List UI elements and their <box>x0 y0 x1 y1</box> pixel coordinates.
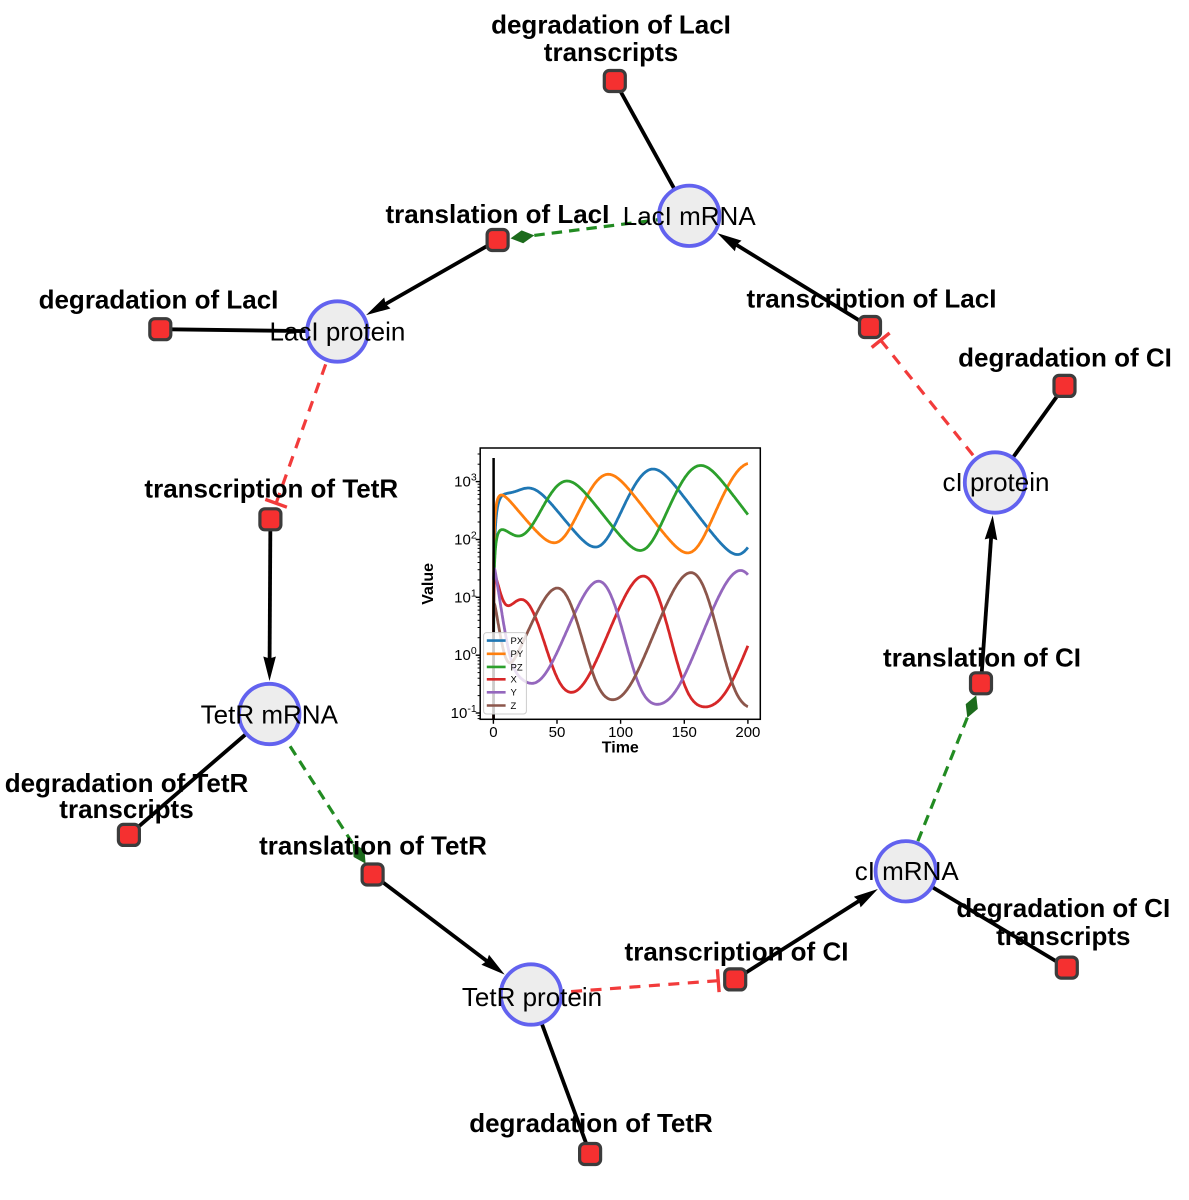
svg-text:degradation of LacI: degradation of LacI <box>39 285 279 315</box>
svg-text:translation of LacI: translation of LacI <box>385 199 609 229</box>
svg-text:100: 100 <box>454 645 477 664</box>
svg-text:50: 50 <box>549 724 566 741</box>
svg-text:Value: Value <box>420 563 437 605</box>
svg-text:103: 103 <box>454 472 477 491</box>
svg-text:transcripts: transcripts <box>544 37 678 67</box>
svg-text:PY: PY <box>511 649 524 660</box>
svg-text:transcription of LacI: transcription of LacI <box>747 283 997 313</box>
svg-text:Y: Y <box>511 688 518 699</box>
svg-text:200: 200 <box>735 724 760 741</box>
svg-text:translation of CI: translation of CI <box>883 643 1081 673</box>
svg-text:10-1: 10-1 <box>451 703 477 722</box>
svg-text:cI protein: cI protein <box>943 467 1050 497</box>
svg-text:cI mRNA: cI mRNA <box>855 856 960 886</box>
svg-text:Time: Time <box>602 740 639 757</box>
svg-text:translation of TetR: translation of TetR <box>259 830 487 860</box>
svg-text:degradation of CI: degradation of CI <box>958 342 1172 372</box>
svg-text:LacI protein: LacI protein <box>269 317 405 347</box>
svg-text:Z: Z <box>511 701 517 712</box>
svg-text:100: 100 <box>608 724 633 741</box>
svg-text:TetR protein: TetR protein <box>462 982 602 1012</box>
svg-text:degradation of TetR: degradation of TetR <box>5 768 249 798</box>
svg-text:LacI mRNA: LacI mRNA <box>623 201 757 231</box>
svg-text:degradation of CI: degradation of CI <box>956 893 1170 923</box>
svg-text:transcription of TetR: transcription of TetR <box>144 473 398 503</box>
svg-text:PX: PX <box>511 636 524 647</box>
svg-text:transcripts: transcripts <box>996 921 1130 951</box>
svg-text:0: 0 <box>489 724 497 741</box>
svg-text:TetR mRNA: TetR mRNA <box>201 700 339 730</box>
svg-text:150: 150 <box>672 724 697 741</box>
svg-text:degradation of TetR: degradation of TetR <box>469 1108 713 1138</box>
svg-text:102: 102 <box>454 530 477 549</box>
svg-text:transcription of CI: transcription of CI <box>625 937 849 967</box>
svg-text:X: X <box>511 675 518 686</box>
svg-text:PZ: PZ <box>511 662 523 673</box>
svg-text:101: 101 <box>454 587 477 606</box>
svg-text:transcripts: transcripts <box>59 794 193 824</box>
svg-text:degradation of LacI: degradation of LacI <box>491 9 731 39</box>
